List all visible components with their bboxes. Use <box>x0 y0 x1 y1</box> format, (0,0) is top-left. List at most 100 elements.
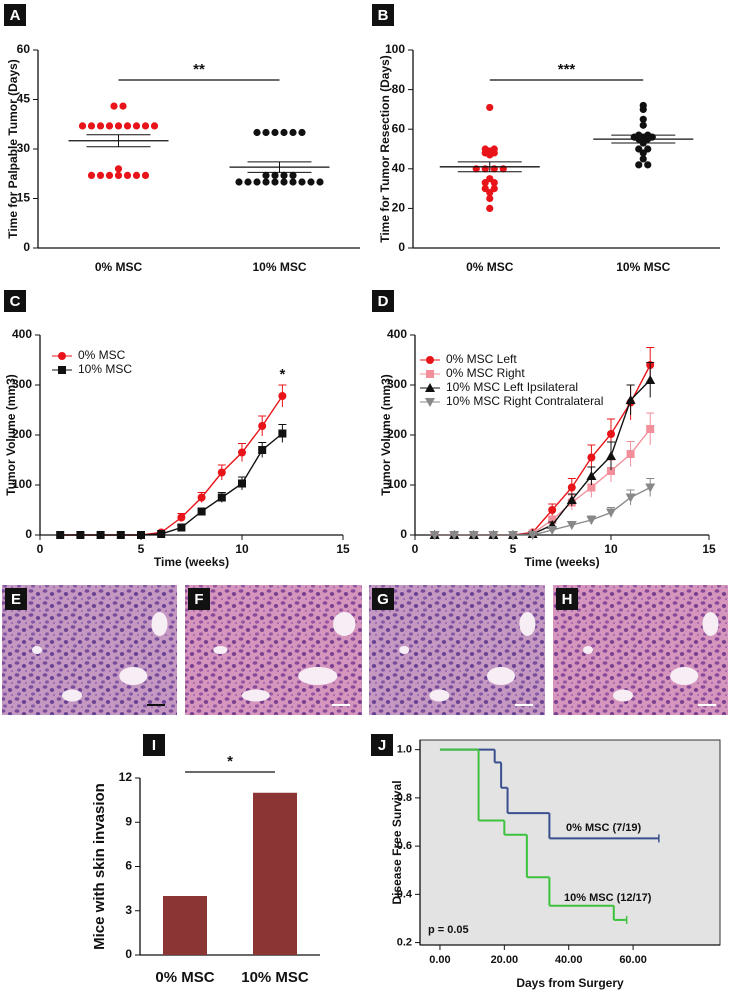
x-tick-label: 10 <box>604 542 618 556</box>
series-line <box>60 395 283 536</box>
series-label: 0% MSC (7/19) <box>566 822 642 834</box>
marker <box>625 493 636 503</box>
marker <box>607 430 615 438</box>
marker <box>548 506 557 514</box>
data-point <box>253 128 261 137</box>
data-point <box>298 178 306 186</box>
data-point <box>316 178 324 186</box>
panel-letter: E <box>11 591 21 608</box>
data-point <box>119 102 127 110</box>
marker <box>607 467 615 475</box>
data-point <box>486 194 494 203</box>
data-point <box>490 185 498 193</box>
marker <box>429 531 440 540</box>
marker <box>278 429 287 438</box>
significance-label: * <box>279 366 285 383</box>
data-point <box>280 128 288 137</box>
data-point <box>486 175 494 183</box>
data-point <box>644 145 652 153</box>
data-point <box>253 178 261 186</box>
marker <box>606 451 616 460</box>
data-point <box>262 178 270 186</box>
marker <box>177 523 186 532</box>
y-tick-label: 15 <box>17 191 31 205</box>
tissue-space <box>519 612 536 636</box>
panel-letter: H <box>562 591 573 608</box>
data-point <box>96 122 105 130</box>
data-point <box>289 128 297 137</box>
histology-tint <box>369 585 545 715</box>
histology-tint <box>553 585 728 715</box>
panel-letter-box <box>372 290 394 312</box>
data-point <box>280 178 288 186</box>
y-tick-label: 400 <box>12 327 32 341</box>
x-tick-label: 5 <box>510 542 517 556</box>
data-point <box>132 122 141 130</box>
data-point <box>639 101 647 110</box>
x-tick-label: 15 <box>336 542 350 556</box>
x-tick-label: 0 <box>412 542 419 556</box>
series-label: 10% MSC (12/17) <box>564 892 652 904</box>
marker <box>566 495 577 504</box>
data-point <box>486 204 494 212</box>
marker <box>177 513 186 522</box>
y-axis-label: Mice with skin invasion <box>91 783 108 950</box>
panel-letter: C <box>10 293 21 310</box>
data-point <box>490 145 498 153</box>
legend-label: 0% MSC Left <box>446 352 517 366</box>
p-value: p = 0.05 <box>428 924 469 936</box>
panel-letter: A <box>10 7 21 24</box>
data-point <box>262 171 270 179</box>
series-line <box>434 428 651 536</box>
y-tick-label: 30 <box>17 141 31 155</box>
x-tick-label: 15 <box>702 542 716 556</box>
legend-label: 10% MSC Right Contralateral <box>446 394 603 408</box>
marker <box>586 471 597 480</box>
x-axis-label: Time (weeks) <box>154 555 229 569</box>
x-axis-label: Time (weeks) <box>524 555 599 569</box>
marker <box>566 521 577 530</box>
data-point <box>486 103 494 112</box>
data-point <box>289 178 297 186</box>
y-tick-label: 45 <box>17 92 31 106</box>
marker <box>645 375 656 384</box>
panel-letter-box <box>4 4 26 26</box>
y-tick-label: 12 <box>119 770 133 784</box>
data-point <box>271 171 279 179</box>
data-point <box>635 145 643 153</box>
legend-label: 0% MSC <box>78 348 126 362</box>
y-axis-label: Tumor Volume (mm3) <box>4 374 18 496</box>
panel-letter: F <box>194 591 203 608</box>
data-point <box>262 128 270 137</box>
marker <box>238 448 246 457</box>
data-point <box>105 122 114 130</box>
tissue-space <box>241 689 270 702</box>
marker <box>76 531 85 539</box>
y-tick-label: 100 <box>385 42 405 56</box>
tissue-space <box>213 646 228 654</box>
marker <box>468 531 479 540</box>
y-tick-label: 100 <box>12 477 32 491</box>
marker <box>258 422 267 430</box>
data-point <box>235 178 243 186</box>
data-point <box>289 171 297 179</box>
marker <box>587 483 596 492</box>
legend-marker <box>58 366 66 374</box>
x-tick-label: 0% MSC <box>466 260 514 274</box>
legend-marker <box>425 398 435 407</box>
y-tick-label: 6 <box>125 859 132 873</box>
marker <box>488 531 499 540</box>
data-point <box>114 165 123 173</box>
histology-image <box>369 585 545 715</box>
marker <box>197 507 206 516</box>
x-tick-label: 10 <box>235 542 249 556</box>
legend-label: 10% MSC Left Ipsilateral <box>446 380 578 394</box>
marker <box>527 531 538 540</box>
y-tick-label: 20 <box>392 201 406 215</box>
y-tick-label: 0 <box>398 240 405 254</box>
panel-letter-box <box>371 734 393 756</box>
histology-tint <box>2 585 177 715</box>
legend-marker <box>426 356 434 364</box>
data-point <box>110 102 118 110</box>
legend-marker <box>58 352 66 360</box>
